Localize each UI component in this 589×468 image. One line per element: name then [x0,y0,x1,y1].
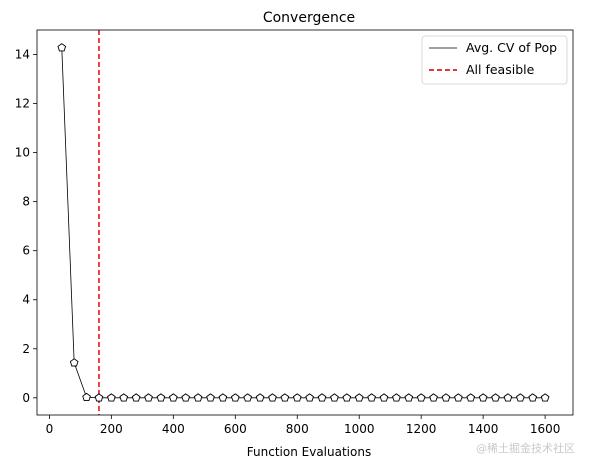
data-point [528,393,538,402]
legend-label-avg-cv: Avg. CV of Pop [466,40,557,55]
data-point [466,393,476,402]
y-tick-label: 4 [22,293,30,307]
y-tick-label: 0 [22,391,30,405]
data-point [404,393,414,402]
data-point [230,393,240,402]
data-point [82,392,91,402]
legend: Avg. CV of Pop All feasible [421,35,568,85]
legend-label-all-feasible: All feasible [466,62,535,77]
data-point [516,393,525,402]
x-tick-label: 400 [162,422,185,436]
series-line-avg-cv [61,47,546,399]
data-point [119,393,129,402]
data-point [193,393,203,402]
data-point [218,393,228,402]
data-point [144,393,153,402]
data-point [330,393,339,402]
x-tick-label: 600 [224,422,247,436]
x-tick-label: 0 [46,422,54,436]
x-tick-label: 1000 [344,422,375,436]
data-point [206,393,215,402]
data-point [292,393,302,402]
data-point [243,393,253,402]
x-tick-label: 200 [100,422,123,436]
data-point [379,393,389,402]
data-point [168,393,178,402]
data-point [268,393,277,402]
x-axis: 0 200 400 600 800 1000 1200 1400 1600 [46,415,561,436]
y-tick-label: 10 [15,146,30,160]
data-point [280,393,290,402]
y-tick-label: 12 [15,97,30,111]
data-point [69,358,79,367]
plot-frame [36,29,574,416]
y-axis: 0 2 4 6 8 10 12 14 [15,48,37,405]
data-point [107,393,116,402]
y-tick-label: 6 [22,244,30,258]
data-point [416,393,426,402]
data-point [131,393,141,402]
data-point [429,393,438,402]
data-point [441,393,451,402]
data-point [478,393,488,402]
legend-box [421,35,568,85]
data-point [503,393,513,402]
data-point [255,393,265,402]
data-point [342,393,352,402]
data-point [491,393,500,402]
y-tick-label: 14 [15,48,30,62]
x-axis-label: Function Evaluations [247,445,371,459]
data-point [94,393,104,402]
y-tick-label: 2 [22,342,30,356]
data-point [317,393,327,402]
x-tick-label: 1200 [406,422,437,436]
plot-area [57,30,550,415]
data-point [305,393,314,402]
x-tick-label: 1400 [468,422,499,436]
data-point [454,393,463,402]
x-tick-label: 800 [286,422,309,436]
watermark: @稀土掘金技术社区 [476,442,575,455]
data-point [57,43,67,52]
data-point [540,393,550,402]
data-point [156,393,166,402]
x-tick-label: 1600 [530,422,561,436]
data-point [367,393,376,402]
data-point [392,393,401,402]
y-tick-label: 8 [22,195,30,209]
data-point [181,393,191,402]
data-point [354,393,364,402]
chart-title: Convergence [263,10,355,26]
